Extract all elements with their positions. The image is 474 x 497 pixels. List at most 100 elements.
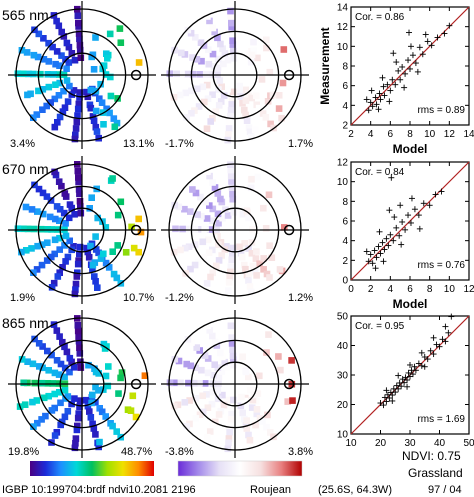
polar-sample [189,186,196,193]
polar-sample [228,101,235,108]
polar-sample [44,71,52,78]
polar-sample [228,29,236,37]
polar-sample [209,422,217,430]
polar-sample [253,406,261,413]
polar-sample [246,283,254,290]
difference-polar-2 [161,310,309,458]
data-point [406,29,413,36]
polar-sample [204,322,211,329]
polar-sample [44,347,51,355]
reflectance-polar-0 [8,1,156,149]
polar-sample [95,443,102,451]
polar-sample [83,396,90,404]
polar-sample [56,269,63,276]
polar-sample [73,426,81,434]
polar-sample [170,94,178,101]
polar-sample [83,244,91,252]
polar-sample [224,445,232,453]
y-tick-label: 10 [337,177,349,188]
polar-sample [102,259,110,267]
polar-sample [225,125,233,132]
polar-sample [74,269,81,276]
polar-sample [227,112,234,120]
polar-sample [70,364,78,371]
polar-sample [253,410,261,418]
polar-sample [61,190,69,197]
data-point [399,218,406,225]
diff-max-865: 3.8% [288,446,313,458]
polar-sample [275,353,282,360]
polar-sample [39,106,46,113]
polar-sample [220,92,228,99]
polar-sample [14,225,22,232]
polar-sample [29,360,37,368]
polar-sample [245,431,252,439]
polar-sample [204,13,211,20]
data-point [422,31,429,38]
polar-sample [245,373,252,381]
data-point [398,241,405,248]
polar-sample [187,265,194,273]
polar-sample [43,102,50,110]
polar-sample [182,244,189,252]
polar-sample [127,407,135,414]
x-axis-label: Model [393,297,428,311]
polar-sample [183,225,190,233]
polar-sample [209,205,217,213]
polar-sample [215,374,223,381]
polar-sample [102,372,110,380]
polar-sample [75,337,83,345]
diff-max-565: 1.7% [288,138,313,150]
data-point [393,59,400,66]
polar-sample [228,178,235,185]
polar-sample [260,255,267,262]
polar-sample [18,47,26,54]
polar-sample [214,387,222,394]
scatter-plots-layer: 2 4 6 8 10 12 14 2 4 6 8 10 12 14 Cor. = 0.86 rms = 0.8… [318,3,474,450]
polar-sample [230,55,238,62]
polar-sample [250,38,257,46]
polar-sample [74,260,82,268]
polar-sample [66,201,74,208]
data-point [412,367,419,374]
polar-sample [262,114,270,121]
polar-sample [219,353,226,361]
data-point [367,99,374,106]
polar-sample [68,50,76,57]
polar-sample [224,56,232,64]
polar-sample [211,184,219,191]
polar-sample [56,79,63,87]
polar-sample [56,217,63,224]
polar-sample [30,51,38,59]
polar-sample [92,233,99,240]
polar-sample [225,279,233,286]
polar-sample [226,428,233,436]
polar-sample [213,262,220,270]
polar-sample [227,423,234,430]
x-tick-label: 10 [444,284,456,295]
polar-sample [56,113,64,121]
polar-sample [214,395,222,403]
polar-sample [72,125,80,132]
polar-sample [65,43,73,51]
polar-sample [87,414,95,421]
polar-sample [192,364,199,372]
polar-sample [45,392,52,400]
polar-sample [30,70,37,78]
polar-sample [247,184,255,192]
polar-sample [61,373,68,381]
data-point [385,242,392,249]
polar-sample [210,371,217,379]
polar-sample [188,87,195,95]
data-point [445,329,452,336]
polar-sample [44,239,51,246]
polar-sample [224,85,231,93]
polar-sample [174,401,182,409]
polar-sample [61,413,69,421]
data-point [426,202,433,209]
polar-sample [102,224,110,231]
polar-sample [214,190,222,197]
polar-sample [171,356,179,363]
polar-sample [176,91,184,99]
x-tick-label: 12 [463,284,474,295]
